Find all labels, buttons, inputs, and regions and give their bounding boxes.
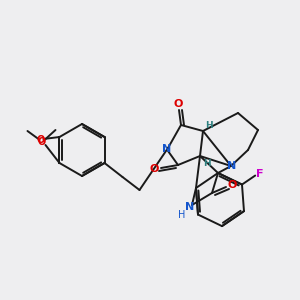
- Text: O: O: [38, 137, 46, 147]
- Text: O: O: [173, 99, 183, 109]
- Text: N: N: [185, 202, 195, 212]
- Text: H: H: [205, 121, 213, 130]
- Text: O: O: [227, 180, 237, 190]
- Text: N: N: [162, 144, 172, 154]
- Text: H: H: [178, 210, 186, 220]
- Text: O: O: [36, 135, 45, 145]
- Text: H: H: [203, 158, 211, 167]
- Text: O: O: [149, 164, 159, 174]
- Text: N: N: [227, 161, 237, 171]
- Text: F: F: [256, 169, 264, 178]
